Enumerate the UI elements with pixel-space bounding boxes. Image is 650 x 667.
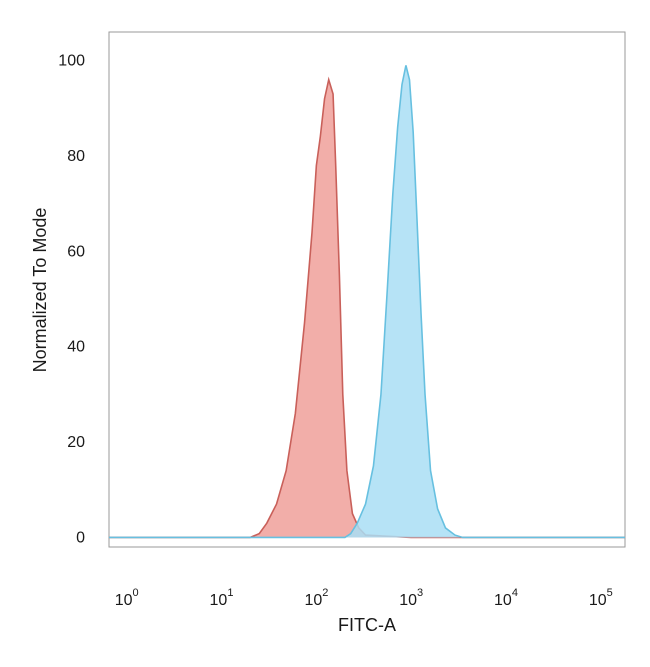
x-tick-exponent: 4 — [512, 587, 518, 599]
x-tick-base: 10 — [589, 592, 607, 609]
x-tick-base: 10 — [210, 592, 228, 609]
x-tick-exponent: 1 — [227, 587, 233, 599]
y-axis-ticks: 0 20 40 60 80 100 — [58, 53, 85, 547]
x-tick-label: 105 — [589, 587, 613, 609]
x-tick-exponent: 0 — [133, 587, 139, 599]
x-tick-label: 101 — [210, 587, 234, 609]
y-tick-label: 0 — [76, 530, 85, 547]
x-tick-base: 10 — [399, 592, 417, 609]
x-tick-exponent: 3 — [417, 587, 423, 599]
x-axis-title: FITC-A — [338, 615, 396, 635]
y-tick-label: 20 — [67, 434, 85, 451]
histogram-outline-2 — [109, 65, 625, 539]
x-tick-exponent: 5 — [607, 587, 613, 599]
x-tick-label: 100 — [115, 587, 139, 609]
y-tick-label: 60 — [67, 243, 85, 260]
x-tick-label: 102 — [304, 587, 328, 609]
x-tick-exponent: 2 — [322, 587, 328, 599]
x-tick-base: 10 — [494, 592, 512, 609]
histogram-outline-1 — [109, 76, 625, 539]
x-tick-label: 104 — [494, 587, 518, 609]
x-tick-label: 103 — [399, 587, 423, 609]
y-tick-label: 80 — [67, 148, 85, 165]
y-tick-label: 40 — [67, 339, 85, 356]
y-tick-label: 100 — [58, 53, 85, 70]
x-tick-base: 10 — [115, 592, 133, 609]
plot-area — [108, 31, 626, 548]
y-axis-title: Normalized To Mode — [30, 208, 50, 373]
x-axis-ticks: 100 101 102 103 104 105 — [115, 587, 613, 609]
x-tick-base: 10 — [304, 592, 322, 609]
series-layer — [109, 65, 625, 539]
